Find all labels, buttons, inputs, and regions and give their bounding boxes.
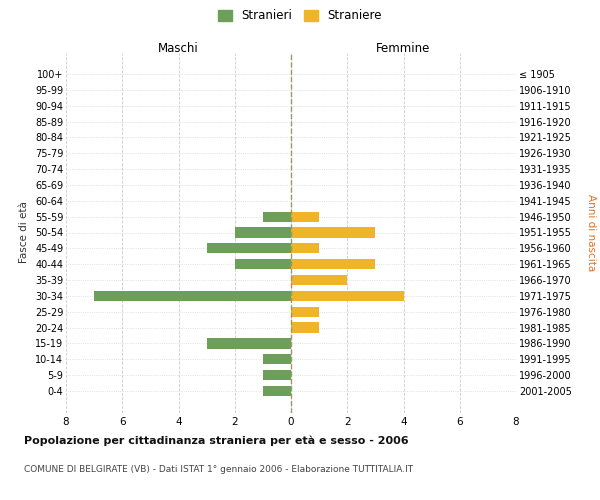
Bar xyxy=(291,212,319,222)
Bar xyxy=(263,386,291,396)
Text: Femmine: Femmine xyxy=(376,42,431,55)
Y-axis label: Anni di nascita: Anni di nascita xyxy=(586,194,596,271)
Legend: Stranieri, Straniere: Stranieri, Straniere xyxy=(214,6,386,26)
Bar xyxy=(291,306,319,317)
Bar xyxy=(291,290,404,301)
Bar xyxy=(206,338,291,348)
Text: Maschi: Maschi xyxy=(158,42,199,55)
Bar xyxy=(206,243,291,254)
Bar xyxy=(291,259,376,270)
Bar xyxy=(235,228,291,237)
Bar xyxy=(291,275,347,285)
Bar xyxy=(291,243,319,254)
Bar xyxy=(291,322,319,332)
Y-axis label: Fasce di età: Fasce di età xyxy=(19,202,29,264)
Text: Popolazione per cittadinanza straniera per età e sesso - 2006: Popolazione per cittadinanza straniera p… xyxy=(24,435,409,446)
Text: COMUNE DI BELGIRATE (VB) - Dati ISTAT 1° gennaio 2006 - Elaborazione TUTTITALIA.: COMUNE DI BELGIRATE (VB) - Dati ISTAT 1°… xyxy=(24,465,413,474)
Bar xyxy=(291,228,376,237)
Bar xyxy=(94,290,291,301)
Bar xyxy=(235,259,291,270)
Bar xyxy=(263,370,291,380)
Bar xyxy=(263,212,291,222)
Bar xyxy=(263,354,291,364)
